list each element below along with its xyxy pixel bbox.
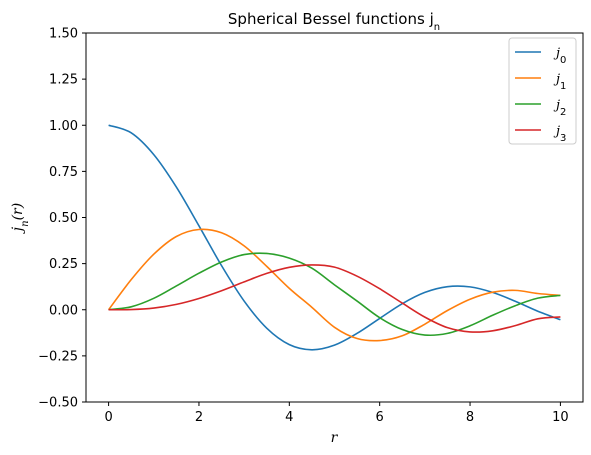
y-tick-label: 0.25	[49, 257, 78, 272]
series-line-j3	[108, 264, 561, 333]
ticks-layer: 0 2 4 6 8 10 −0.50 −0.25 0.00 0.25 0.50 0.75 1.00 1.2…	[38, 27, 569, 426]
x-tick-label: 8	[466, 410, 474, 425]
y-tick-label: 0.50	[49, 211, 78, 226]
y-tick-label: 1.25	[49, 73, 78, 88]
y-tick-label: 1.00	[49, 119, 78, 134]
x-tick-label: 10	[552, 410, 569, 425]
x-tick-label: 6	[376, 410, 384, 425]
y-tick-label: −0.50	[38, 396, 78, 411]
x-tick-label: 4	[285, 410, 293, 425]
legend-label-j1: j1	[553, 72, 566, 92]
y-tick-label: 0.00	[49, 303, 78, 318]
y-tick-label: 1.50	[49, 27, 78, 42]
y-axis-label: jn(r)	[10, 203, 31, 234]
x-tick-label: 0	[104, 410, 112, 425]
legend-label-j3: j3	[553, 124, 566, 144]
legend: j0 j1 j2 j3	[508, 37, 577, 145]
x-axis-label: r	[331, 430, 339, 446]
legend-box	[508, 37, 577, 145]
y-tick-label: −0.25	[38, 349, 78, 364]
plot-layer	[107, 124, 561, 351]
legend-label-j2: j2	[553, 98, 566, 118]
x-tick-label: 2	[195, 410, 203, 425]
series-line-j0	[108, 124, 561, 351]
series-line-j1	[107, 228, 561, 342]
series-line-j2	[108, 252, 561, 337]
legend-label-j0: j0	[553, 46, 566, 66]
chart-title: Spherical Bessel functions jn	[228, 10, 440, 33]
y-tick-label: 0.75	[49, 165, 78, 180]
